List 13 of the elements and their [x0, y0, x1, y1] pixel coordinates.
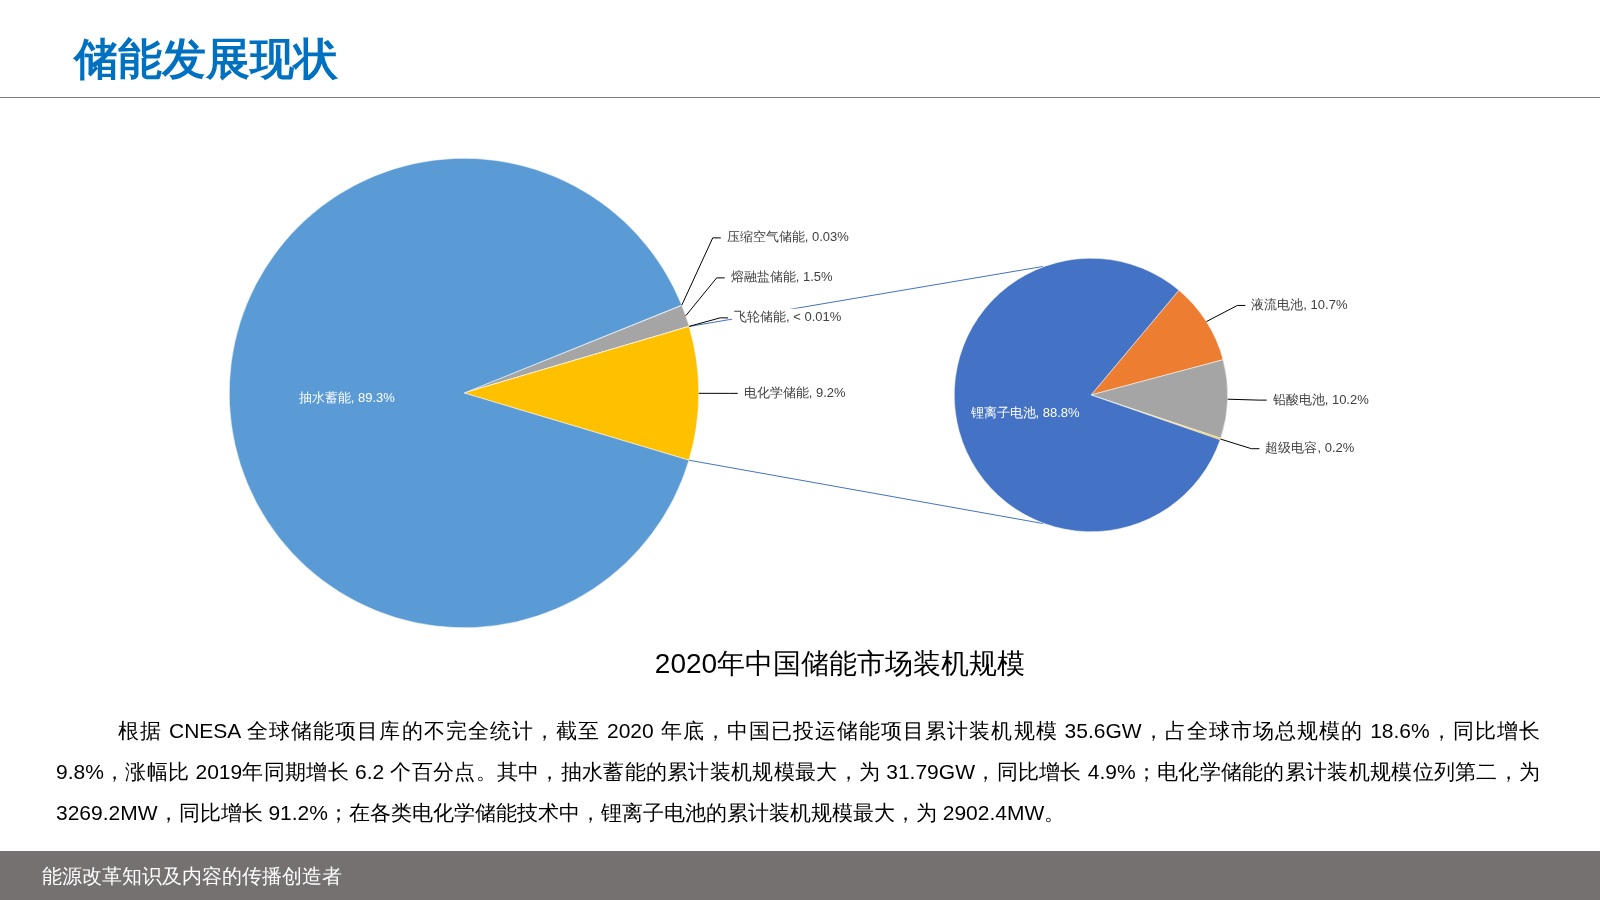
- slice-label: 抽水蓄能, 89.3%: [298, 390, 396, 406]
- slice-label: 锂离子电池, 88.8%: [969, 404, 1081, 420]
- slice-label: 铅酸电池, 10.2%: [1271, 391, 1370, 407]
- chart-title: 储能发展现状: [74, 33, 338, 85]
- text: 根据 CNESA 全球储能项目库的不完全统计，截至 2020 年底，中国已投运储能项目累计装机规模 35.6GW，占全球市场总规模的 18.6%，同比增长 9.8%，涨幅比 2019年同期增长 6.2 个百分点。其中，抽水蓄能的累计装机规模最大，为 31.79GW，同比增长 4.9%；电化学储能的累计装机规模位列第二，为 3269.2MW，同比增长 91.2%；在各类电化学储能技术中，锂离子电池的累计装机规模最大，为 2902.4MW。: [56, 718, 1540, 826]
- slice-label: 超级电容, 0.2%: [1265, 440, 1355, 456]
- slice-label: 飞轮储能, < 0.01%: [734, 309, 842, 325]
- slice-label: 熔融盐储能, 1.5%: [730, 269, 833, 285]
- text: 能源改革知识及内容的传播创造者: [42, 864, 342, 889]
- slice-label: 电化学储能, 9.2%: [743, 384, 847, 400]
- slice-label: 液流电池, 10.7%: [1251, 297, 1348, 313]
- slice-label: 压缩空气储能, 0.03%: [726, 229, 850, 245]
- text: 2020年中国储能市场装机规模: [653, 647, 1027, 681]
